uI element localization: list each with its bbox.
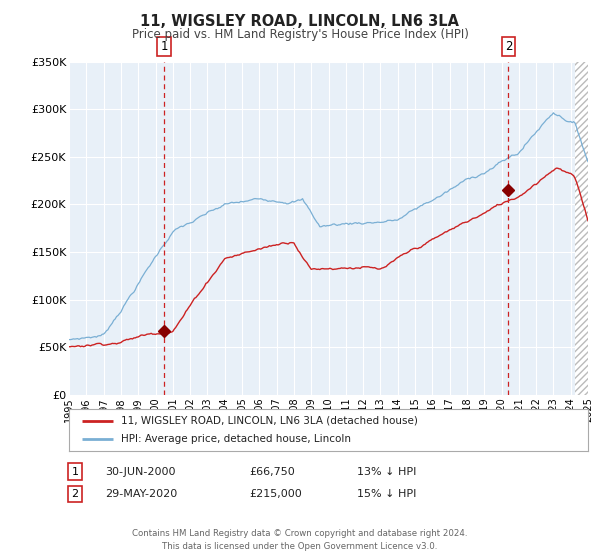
Text: 29-MAY-2020: 29-MAY-2020 [105,489,177,499]
Text: 1: 1 [71,466,79,477]
Text: 2: 2 [505,40,512,53]
Text: 15% ↓ HPI: 15% ↓ HPI [357,489,416,499]
Text: 13% ↓ HPI: 13% ↓ HPI [357,466,416,477]
Text: 11, WIGSLEY ROAD, LINCOLN, LN6 3LA: 11, WIGSLEY ROAD, LINCOLN, LN6 3LA [140,14,460,29]
Text: 1: 1 [160,40,168,53]
Text: 11, WIGSLEY ROAD, LINCOLN, LN6 3LA (detached house): 11, WIGSLEY ROAD, LINCOLN, LN6 3LA (deta… [121,416,418,426]
Text: 30-JUN-2000: 30-JUN-2000 [105,466,176,477]
Text: £66,750: £66,750 [249,466,295,477]
Text: This data is licensed under the Open Government Licence v3.0.: This data is licensed under the Open Gov… [163,542,437,551]
Bar [575,52,588,395]
Text: Price paid vs. HM Land Registry's House Price Index (HPI): Price paid vs. HM Land Registry's House … [131,28,469,41]
Text: HPI: Average price, detached house, Lincoln: HPI: Average price, detached house, Linc… [121,435,351,445]
Text: 2: 2 [71,489,79,499]
Bar [575,52,588,395]
Text: Contains HM Land Registry data © Crown copyright and database right 2024.: Contains HM Land Registry data © Crown c… [132,529,468,538]
Text: £215,000: £215,000 [249,489,302,499]
